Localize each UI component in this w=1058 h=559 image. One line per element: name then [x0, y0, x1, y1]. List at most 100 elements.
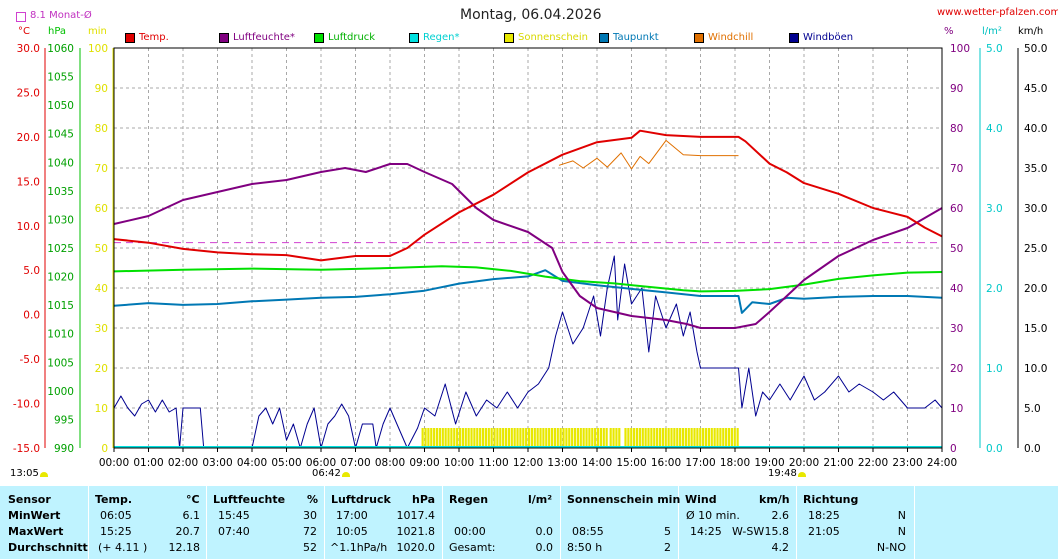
sunshine-bar [490, 428, 493, 448]
x-axis-labels: 00:00 01:00 02:00 03:00 04:00 05:00 06:00 07:00… [99, 448, 957, 469]
row-max-label: MaxWert [8, 525, 64, 538]
sunshine-bar [641, 428, 644, 448]
sunshine-bar [699, 428, 702, 448]
avg-rain-label: Gesamt: [449, 541, 496, 554]
x-tick-label: 00:00 [99, 457, 129, 469]
sunshine-axis-unit: min [88, 26, 107, 37]
sunshine-bar [470, 428, 473, 448]
legend-dewpoint-label: Taupunkt [613, 32, 659, 43]
sunshine-bar [596, 428, 600, 448]
max-hum-time: 07:40 [218, 525, 250, 538]
axis-tick-rain: 0.0 [986, 443, 1003, 455]
sunshine-bar [473, 428, 476, 448]
axis-tick-pressure: 1030 [47, 214, 74, 226]
axis-tick-humidity: 80 [950, 123, 963, 135]
sunshine-bar [556, 428, 559, 448]
axis-tick-temp: 20.0 [17, 132, 40, 144]
axis-tick-pressure: 1040 [47, 157, 74, 169]
sunshine-bar [650, 428, 653, 448]
axis-tick-wind: 10.0 [1024, 363, 1047, 375]
sunshine-bar [722, 428, 725, 448]
axis-tick-temp: 5.0 [23, 265, 40, 277]
axis-tick-sunshine: 100 [88, 43, 108, 55]
x-tick-label: 03:00 [202, 457, 232, 469]
sunshine-bar [679, 428, 682, 448]
axis-tick-temp: 10.0 [17, 221, 40, 233]
header-humidity-unit: % [307, 493, 319, 506]
axis-tick-pressure: 1045 [47, 129, 74, 141]
sunshine-bar [467, 428, 470, 448]
max-sun-value: 5 [664, 525, 671, 538]
sunshine-bar [733, 428, 736, 448]
sunshine-bar [536, 428, 539, 448]
avg-checkbox-icon [16, 12, 26, 22]
sunshine-bar [605, 428, 608, 448]
sunshine-bar [553, 428, 556, 448]
x-tick-label: 24:00 [927, 457, 957, 469]
series-taupunkt [113, 269, 943, 314]
x-tick-label: 01:00 [133, 457, 163, 469]
weather-chart: 30.0 25.0 20.0 15.0 10.0 5.0 0.0 -5.0 -10.0 -15.0… [13, 43, 1048, 469]
legend-temp-swatch [125, 33, 135, 43]
legend-rain-label: Regen* [423, 32, 460, 43]
axis-tick-pressure: 1010 [47, 329, 74, 341]
sunshine-bar [624, 428, 627, 448]
avg-press-trend: ^1.1hPa/h [330, 541, 388, 554]
sunshine-bar [687, 428, 690, 448]
sunshine-bar [507, 428, 510, 448]
axis-tick-humidity: 90 [950, 83, 963, 95]
axis-tick-pressure: 1035 [47, 186, 74, 198]
sunshine-bar [435, 428, 439, 448]
sunshine-bar [559, 428, 562, 448]
sunshine-bar [571, 428, 574, 448]
sunshine-bar [615, 428, 618, 448]
axis-tick-humidity: 60 [950, 203, 963, 215]
axis-tick-sunshine: 40 [95, 283, 108, 295]
avg-wind-value: 4.2 [771, 541, 790, 554]
site-link[interactable]: www.wetter-pfalzen.com [937, 7, 1058, 18]
sunshine-bar [736, 428, 739, 448]
sunshine-bar [693, 428, 696, 448]
sunshine-bar [591, 428, 594, 448]
axis-tick-sunshine: 20 [95, 363, 108, 375]
legend-pressure-label: Luftdruck [328, 32, 376, 43]
axis-tick-wind: 40.0 [1024, 123, 1047, 135]
sunshine-bar [713, 428, 716, 448]
axis-tick-wind: 15.0 [1024, 323, 1047, 335]
avg-temp-delta: (+ 4.11 ) [98, 541, 148, 554]
sunshine-bar [594, 428, 597, 448]
header-pressure-unit: hPa [412, 493, 436, 506]
legend-gusts-swatch [789, 33, 799, 43]
header-wind: Wind [685, 493, 717, 506]
sunshine-bar [499, 428, 502, 448]
axis-tick-wind: 25.0 [1024, 243, 1047, 255]
axis-tick-wind: 0.0 [1024, 443, 1041, 455]
sunshine-bar [458, 428, 462, 448]
header-direction: Richtung [803, 493, 859, 506]
sunshine-bar [519, 428, 522, 448]
sunshine-bar [635, 428, 639, 448]
sunshine-bar [684, 428, 687, 448]
sunshine-bar [633, 428, 636, 448]
axis-tick-humidity: 40 [950, 283, 963, 295]
avg-hum-value: 52 [303, 541, 317, 554]
x-tick-label: 08:00 [375, 457, 405, 469]
chart-grid [114, 48, 942, 448]
header-rain: Regen [449, 493, 489, 506]
axis-tick-humidity: 100 [950, 43, 970, 55]
min-wind-time: Ø 10 min. [686, 509, 740, 522]
axis-tick-rain: 5.0 [986, 43, 1003, 55]
sunshine-bar [710, 428, 713, 448]
sunshine-bar [585, 428, 588, 448]
sunshine-bar [630, 428, 633, 448]
sunshine-bar [550, 428, 554, 448]
sunshine-bar [516, 428, 519, 448]
max-rain-time: 00:00 [454, 525, 486, 538]
axis-tick-temp: 30.0 [17, 43, 40, 55]
sunshine-bar [513, 428, 516, 448]
axis-tick-pressure: 1055 [47, 72, 74, 84]
axis-tick-sunshine: 50 [95, 243, 108, 255]
axis-tick-humidity: 20 [950, 363, 963, 375]
axis-tick-rain: 4.0 [986, 123, 1003, 135]
sunshine-bar [427, 428, 430, 448]
